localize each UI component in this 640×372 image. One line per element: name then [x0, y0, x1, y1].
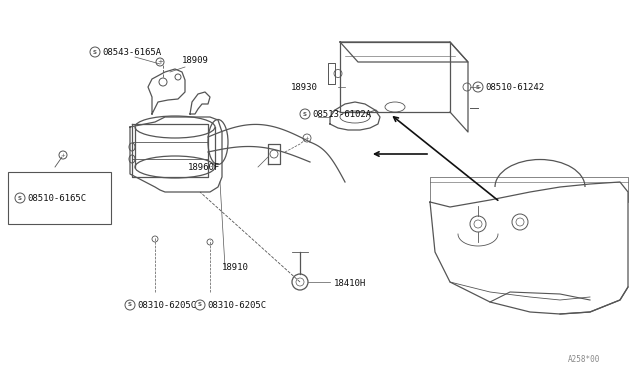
- Text: 18930: 18930: [291, 83, 318, 92]
- Text: +: +: [157, 59, 163, 65]
- Text: 08510-6165C: 08510-6165C: [27, 193, 86, 202]
- Text: S: S: [18, 196, 22, 201]
- Text: 18910: 18910: [222, 263, 249, 272]
- Text: +: +: [61, 153, 65, 157]
- Text: 18909: 18909: [182, 55, 209, 64]
- Text: +: +: [305, 135, 309, 141]
- Text: S: S: [93, 49, 97, 55]
- Text: A258*00: A258*00: [568, 355, 600, 364]
- Bar: [8, 172, 111, 224]
- Text: S: S: [303, 112, 307, 116]
- Text: 18410H: 18410H: [334, 279, 366, 289]
- Text: S: S: [198, 302, 202, 308]
- Text: 08513-6102A: 08513-6102A: [312, 109, 371, 119]
- Text: 08543-6165A: 08543-6165A: [102, 48, 161, 57]
- Text: 08510-61242: 08510-61242: [485, 83, 544, 92]
- Text: 08310-6205C: 08310-6205C: [137, 301, 196, 310]
- Text: S: S: [476, 84, 480, 90]
- Text: S: S: [128, 302, 132, 308]
- Text: 18960F: 18960F: [188, 163, 220, 171]
- Text: 08310-6205C: 08310-6205C: [207, 301, 266, 310]
